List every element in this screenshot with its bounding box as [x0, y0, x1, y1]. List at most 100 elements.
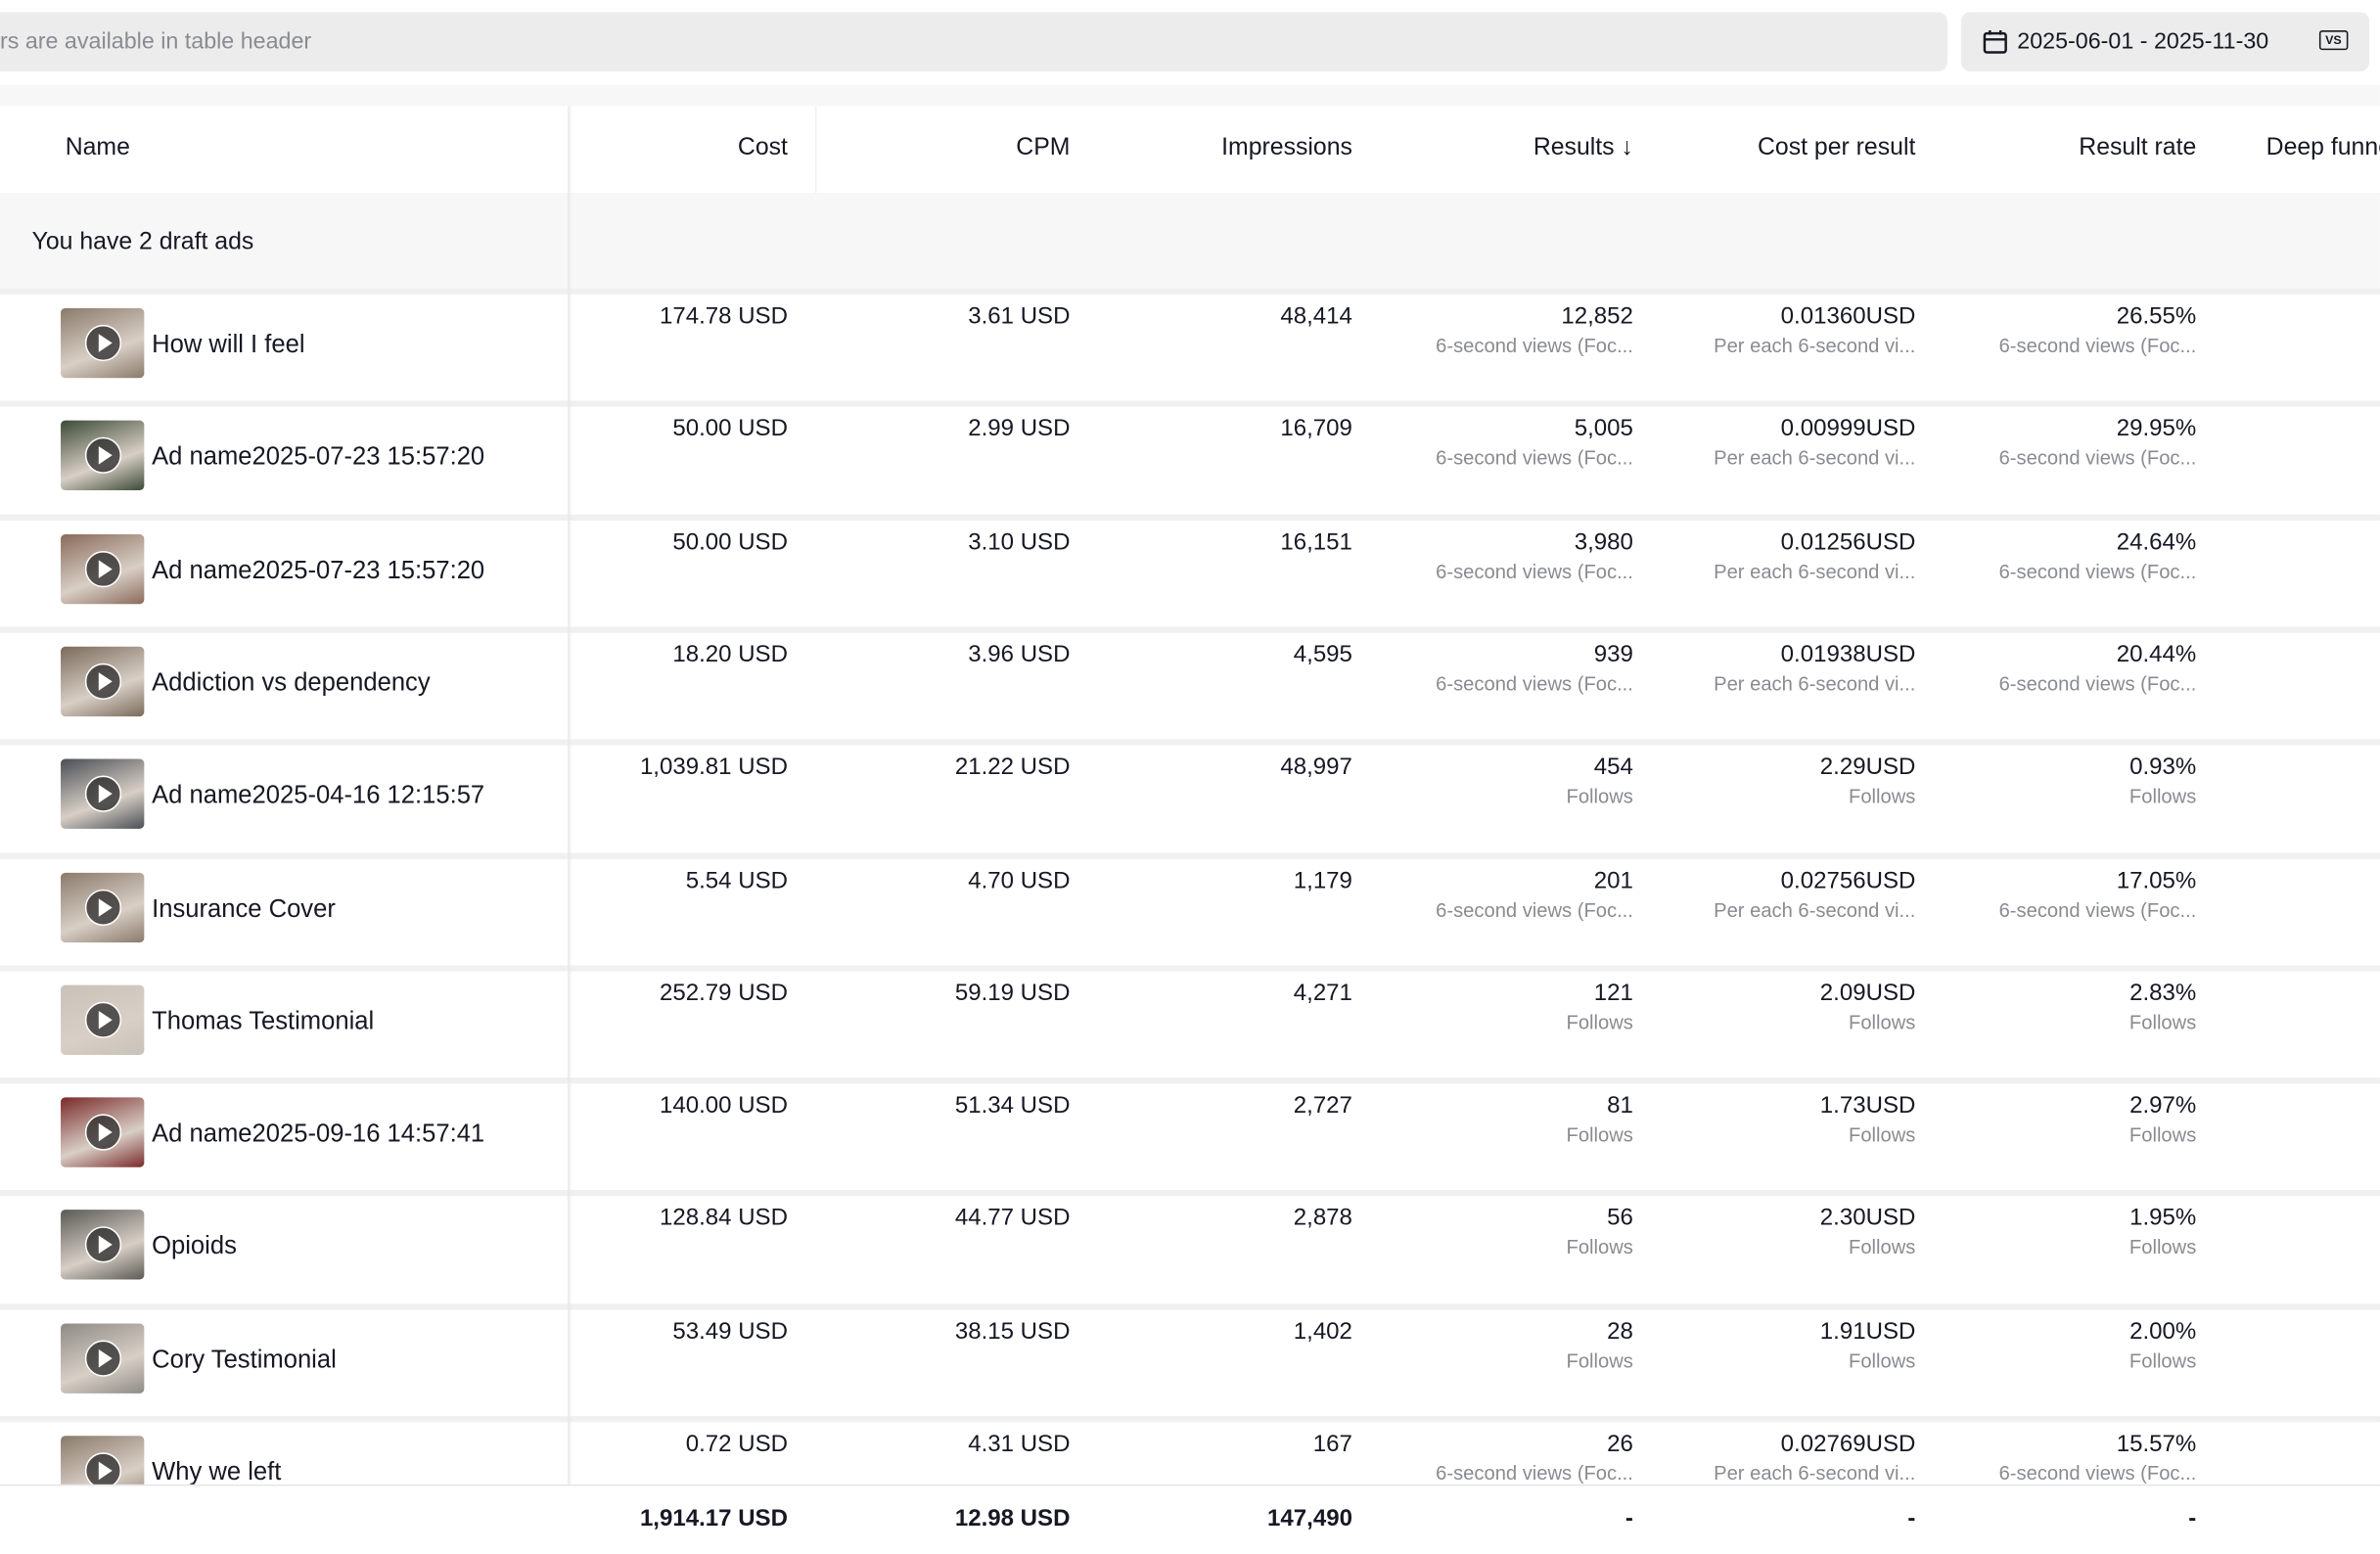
cell-value: 201 [1593, 867, 1633, 893]
cell-subtext: Follows [1848, 1236, 1916, 1259]
play-icon [84, 889, 122, 926]
cell-subtext: Per each 6-second vi... [1714, 446, 1916, 470]
cell-value: 140.00 USD [659, 1092, 788, 1120]
ad-name[interactable]: Thomas Testimonial [152, 1007, 375, 1035]
cell-subtext: Follows [1848, 1348, 1916, 1372]
search-box[interactable]: rs are available in table header [0, 12, 1947, 71]
column-header[interactable]: CPM [1016, 135, 1071, 161]
ad-name[interactable]: Ad name2025-07-23 15:57:20 [152, 443, 485, 472]
cell-subtext: Per each 6-second vi... [1714, 1461, 1916, 1485]
row-gap [0, 1190, 2380, 1197]
cell-value: 16,709 [1280, 416, 1352, 442]
thumbnail[interactable] [61, 646, 145, 716]
date-range: 2025-06-01 - 2025-11-30 [2017, 28, 2269, 55]
thumbnail[interactable] [61, 421, 145, 491]
cell-value: 12,852 [1561, 303, 1633, 330]
cell-value: 3.61 USD [968, 303, 1071, 330]
date-picker[interactable]: 2025-06-01 - 2025-11-30 VS [1960, 12, 2370, 71]
cell-subtext: 6-second views (Foc... [1998, 559, 2197, 582]
cell-value: 50.00 USD [672, 528, 788, 556]
play-icon [84, 437, 122, 475]
ad-name[interactable]: Why we left [152, 1458, 282, 1486]
column-header[interactable]: Cost per result [1757, 135, 1916, 161]
ad-name[interactable]: Ad name2025-09-16 14:57:41 [152, 1120, 485, 1148]
ad-name[interactable]: Opioids [152, 1233, 237, 1260]
row-gap [0, 1303, 2380, 1310]
ad-name[interactable]: Ad name2025-07-23 15:57:20 [152, 556, 485, 584]
cell-value: 4,271 [1293, 980, 1352, 1006]
ad-name[interactable]: Addiction vs dependency [152, 668, 431, 697]
thumbnail[interactable] [61, 758, 145, 830]
row-gap [0, 400, 2380, 408]
column-divider [814, 106, 817, 193]
totals-row [0, 1484, 2380, 1554]
column-header[interactable]: Cost [737, 135, 788, 161]
cell-value: 252.79 USD [659, 980, 788, 1006]
column-header[interactable]: Results ↓ [1533, 135, 1633, 161]
cell-value: 1,402 [1293, 1318, 1352, 1345]
column-header[interactable]: Name [65, 135, 130, 161]
thumbnail[interactable] [61, 307, 145, 379]
cell-value: 0.02756USD [1780, 867, 1916, 893]
column-header[interactable]: Impressions [1221, 135, 1352, 161]
cell-subtext: Follows [1566, 1348, 1633, 1372]
row-gap [0, 739, 2380, 746]
cell-value: 0.01938USD [1780, 641, 1916, 668]
row-gap [0, 514, 2380, 521]
row-gap [0, 288, 2380, 295]
play-icon [84, 663, 122, 700]
thumbnail[interactable] [61, 984, 145, 1055]
cell-value: 1.73USD [1819, 1092, 1916, 1120]
cell-value: 5,005 [1574, 416, 1633, 442]
compare-toggle[interactable]: VS [2318, 30, 2348, 51]
thumbnail[interactable] [61, 1097, 145, 1167]
row-gap [0, 965, 2380, 972]
total-value: 1,914.17 USD [639, 1505, 788, 1531]
thumbnail[interactable] [61, 1210, 145, 1281]
draft-banner[interactable]: You have 2 draft ads [31, 229, 254, 255]
cell-value: 2.09USD [1819, 980, 1916, 1006]
ad-name[interactable]: Ad name2025-04-16 12:15:57 [152, 782, 485, 809]
cell-value: 18.20 USD [672, 641, 788, 668]
ad-name[interactable]: Insurance Cover [152, 894, 336, 923]
cell-subtext: Follows [2128, 785, 2197, 808]
cell-subtext: Follows [2128, 1348, 2197, 1372]
play-icon [84, 324, 122, 362]
ad-name[interactable]: Cory Testimonial [152, 1346, 337, 1374]
play-icon [84, 550, 122, 587]
play-icon [84, 1226, 122, 1264]
thumbnail[interactable] [61, 1322, 145, 1394]
cell-subtext: 6-second views (Foc... [1998, 334, 2197, 357]
cell-subtext: Per each 6-second vi... [1714, 334, 1916, 357]
total-value: - [1625, 1505, 1633, 1531]
cell-value: 38.15 USD [954, 1318, 1071, 1345]
cell-value: 59.19 USD [954, 980, 1071, 1006]
cell-subtext: 6-second views (Foc... [1436, 1461, 1633, 1485]
cell-value: 50.00 USD [672, 416, 788, 442]
ad-name[interactable]: How will I feel [152, 331, 305, 359]
column-header[interactable]: Deep funnel [2266, 135, 2380, 161]
draft-row [0, 192, 2380, 289]
cell-value: 1.95% [2129, 1206, 2197, 1232]
cell-subtext: 6-second views (Foc... [1436, 559, 1633, 582]
cell-value: 2.99 USD [968, 416, 1071, 442]
cell-value: 3.10 USD [968, 528, 1071, 556]
cell-value: 0.01360USD [1780, 303, 1916, 330]
thumbnail[interactable] [61, 533, 145, 604]
cell-subtext: 6-second views (Foc... [1436, 446, 1633, 470]
cell-value: 0.93% [2129, 754, 2197, 781]
column-header[interactable]: Result rate [2079, 135, 2197, 161]
cell-value: 24.64% [2116, 528, 2197, 556]
cell-value: 121 [1593, 980, 1633, 1006]
cell-subtext: Follows [1848, 1122, 1916, 1147]
thumbnail[interactable] [61, 872, 145, 942]
cell-subtext: Follows [2128, 1010, 2197, 1033]
cell-value: 5.54 USD [685, 867, 788, 893]
divider [0, 84, 2380, 107]
cell-subtext: 6-second views (Foc... [1998, 897, 2197, 921]
cell-value: 0.00999USD [1780, 416, 1916, 442]
row-gap [0, 626, 2380, 633]
cell-value: 0.72 USD [685, 1431, 788, 1457]
cell-value: 26 [1607, 1431, 1633, 1457]
cell-value: 2,878 [1293, 1206, 1352, 1232]
